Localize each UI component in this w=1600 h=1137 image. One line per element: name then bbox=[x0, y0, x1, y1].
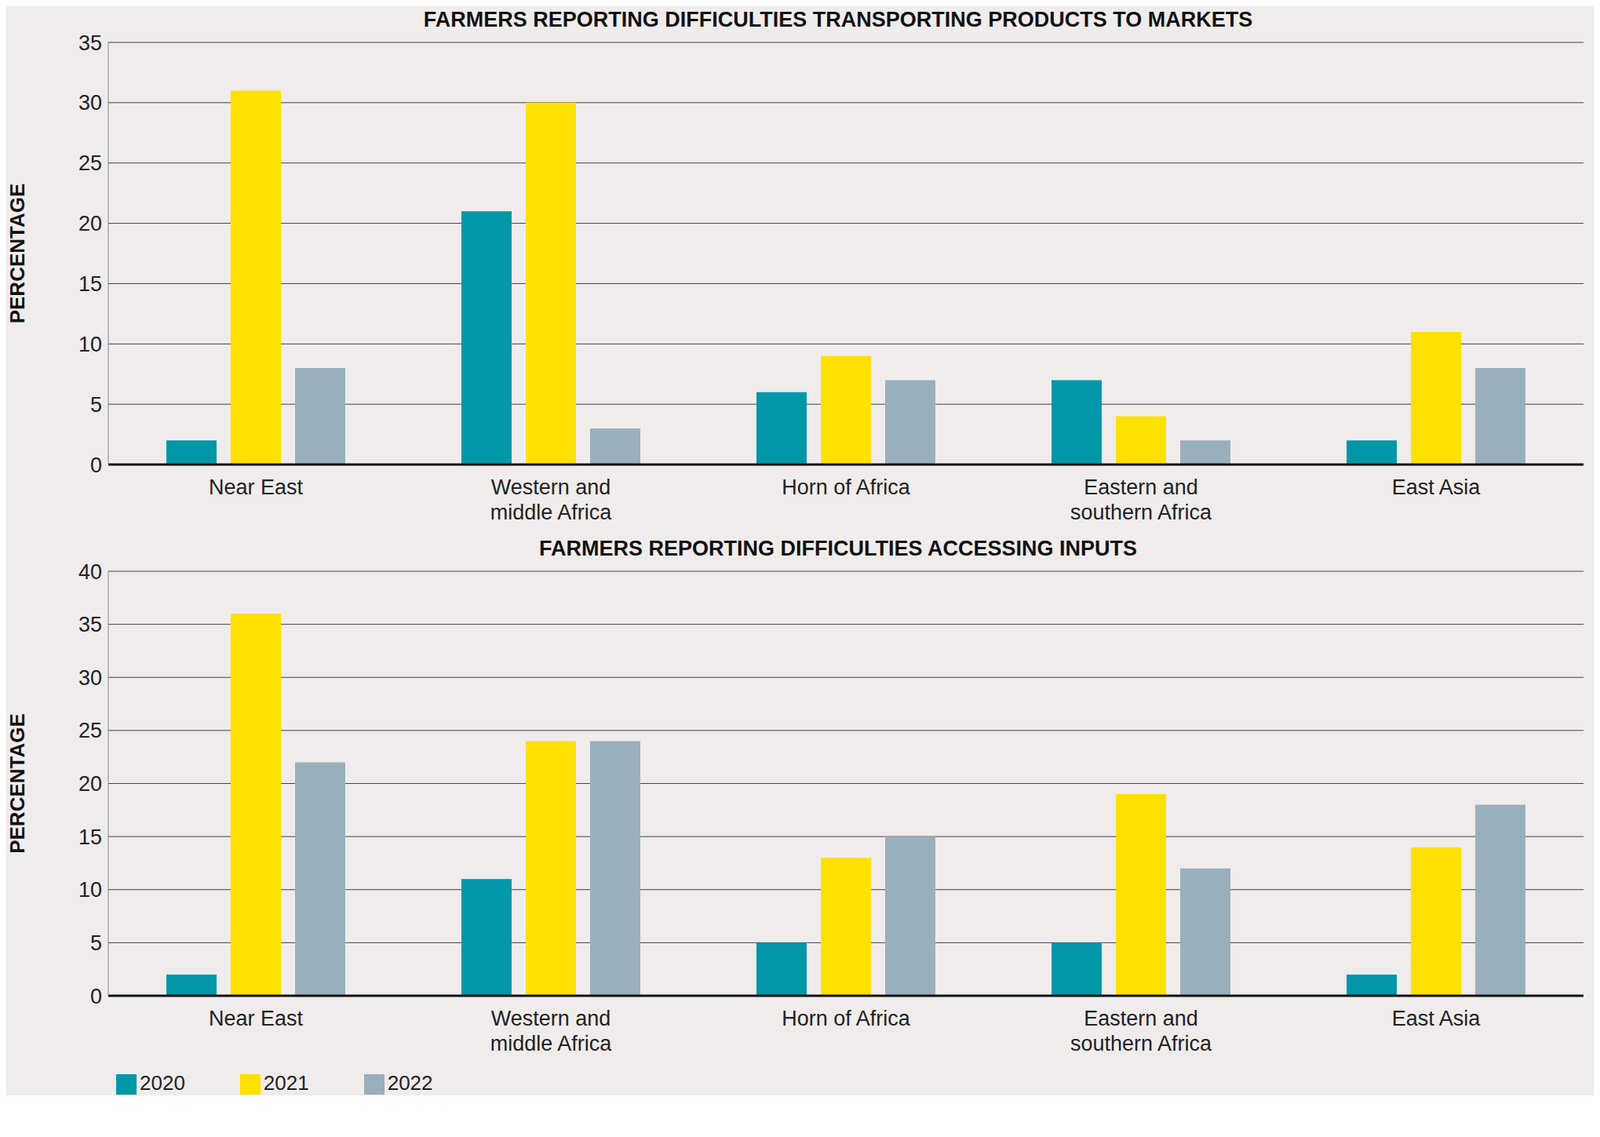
html-text:FARMERS REPORTING DIFFICULTIES: FARMERS REPORTING DIFFICULTIES ACCESSING… bbox=[539, 536, 1138, 561]
svg-text:35: 35 bbox=[78, 32, 103, 55]
svg-text:Horn of Africa: Horn of Africa bbox=[781, 475, 912, 500]
svg-text:15: 15 bbox=[78, 272, 103, 296]
svg-text:20: 20 bbox=[78, 772, 103, 796]
svg-text:30: 30 bbox=[78, 666, 103, 690]
svg-text:0: 0 bbox=[90, 453, 103, 478]
svg-text:5: 5 bbox=[90, 393, 103, 417]
svg-text:10: 10 bbox=[78, 332, 103, 357]
svg-text:25: 25 bbox=[78, 718, 103, 743]
svg-text:20: 20 bbox=[78, 211, 103, 236]
svg-text:Near East: Near East bbox=[208, 475, 304, 500]
svg-text:10: 10 bbox=[78, 878, 103, 902]
svg-text:PERCENTAGE: PERCENTAGE bbox=[6, 713, 30, 854]
html-text:2022: 2022 bbox=[387, 1071, 433, 1095]
svg-text:Near East: Near East bbox=[208, 1006, 304, 1031]
svg-text:40: 40 bbox=[78, 561, 103, 584]
html-text:2020: 2020 bbox=[139, 1071, 186, 1095]
svg-text:15: 15 bbox=[78, 825, 103, 850]
html-text:2021: 2021 bbox=[263, 1071, 309, 1095]
svg-text:Eastern andsouthern Africa: Eastern andsouthern Africa bbox=[1070, 475, 1213, 525]
svg-text:Western andmiddle Africa: Western andmiddle Africa bbox=[490, 475, 613, 525]
svg-text:East Asia: East Asia bbox=[1392, 1006, 1482, 1031]
svg-text:East Asia: East Asia bbox=[1392, 475, 1482, 500]
svg-text:Eastern andsouthern Africa: Eastern andsouthern Africa bbox=[1070, 1006, 1213, 1056]
svg-text:Horn of Africa: Horn of Africa bbox=[781, 1006, 912, 1031]
svg-text:PERCENTAGE: PERCENTAGE bbox=[6, 183, 30, 325]
svg-text:35: 35 bbox=[78, 612, 103, 637]
svg-text:5: 5 bbox=[90, 931, 103, 955]
svg-text:Western andmiddle Africa: Western andmiddle Africa bbox=[490, 1006, 613, 1056]
svg-text:0: 0 bbox=[90, 984, 103, 1009]
svg-text:30: 30 bbox=[78, 91, 103, 115]
svg-text:25: 25 bbox=[78, 151, 103, 175]
html-text:FARMERS REPORTING DIFFICULTIES: FARMERS REPORTING DIFFICULTIES TRANSPORT… bbox=[423, 7, 1253, 32]
